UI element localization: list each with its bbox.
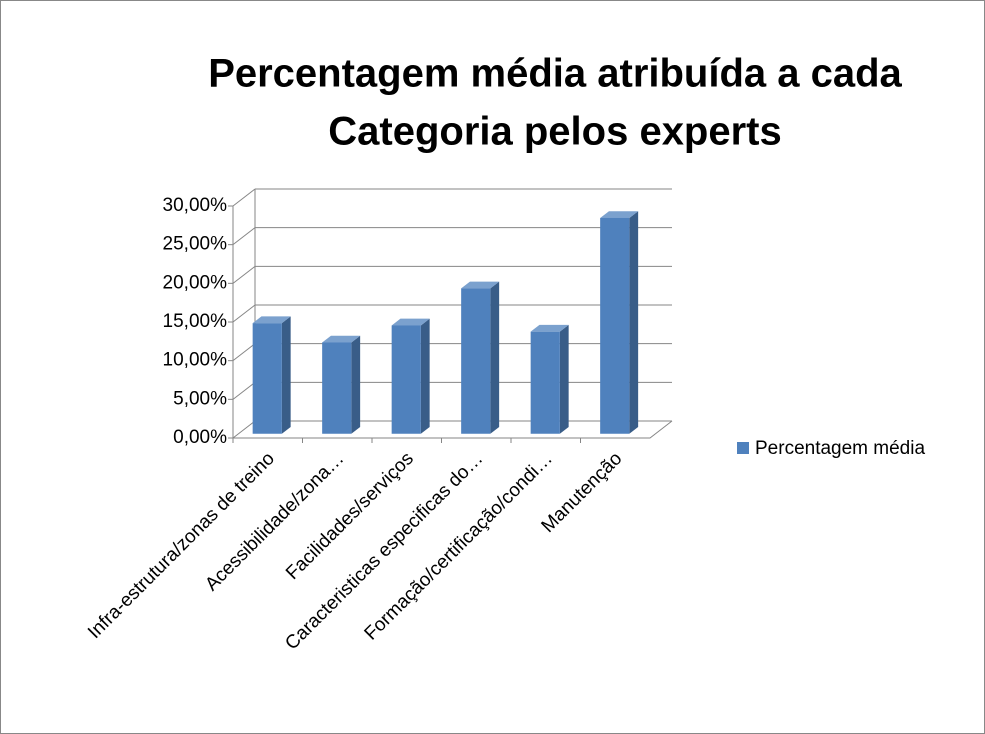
y-tick-label: 0,00% — [173, 427, 227, 448]
bar — [391, 325, 421, 434]
y-tick-label: 10,00% — [163, 350, 228, 371]
grid-line — [232, 304, 256, 323]
bar-top — [600, 211, 639, 218]
grid-line — [232, 188, 256, 207]
grid-line — [232, 343, 256, 362]
chart-title: Categoria pelos experts — [328, 110, 782, 154]
bar — [530, 331, 560, 434]
bar-top — [252, 316, 291, 324]
bar — [322, 342, 352, 434]
bar-top — [391, 318, 430, 326]
y-tick-label: 15,00% — [163, 311, 228, 332]
bar-top — [530, 324, 569, 332]
grid-line — [232, 227, 256, 246]
bar — [600, 217, 630, 434]
bar-top — [322, 335, 361, 343]
grid-line — [232, 265, 256, 284]
legend-label: Percentagem média — [755, 438, 925, 459]
bar-side — [281, 316, 291, 434]
legend-swatch — [737, 442, 749, 454]
grid-line — [232, 420, 256, 439]
bar-side — [420, 318, 430, 434]
grid-line — [232, 381, 256, 400]
chart-title: Percentagem média atribuída a cada — [208, 52, 902, 96]
bar-side — [490, 281, 500, 434]
y-tick-label: 30,00% — [163, 195, 228, 216]
y-tick-label: 20,00% — [163, 272, 228, 293]
bar — [461, 288, 491, 434]
bar-side — [351, 335, 361, 434]
bar — [252, 323, 282, 434]
bar-top — [461, 281, 500, 289]
bar-side — [559, 324, 569, 434]
y-tick-label: 25,00% — [163, 234, 228, 255]
y-tick-label: 5,00% — [173, 388, 227, 409]
bar-side — [629, 211, 639, 434]
